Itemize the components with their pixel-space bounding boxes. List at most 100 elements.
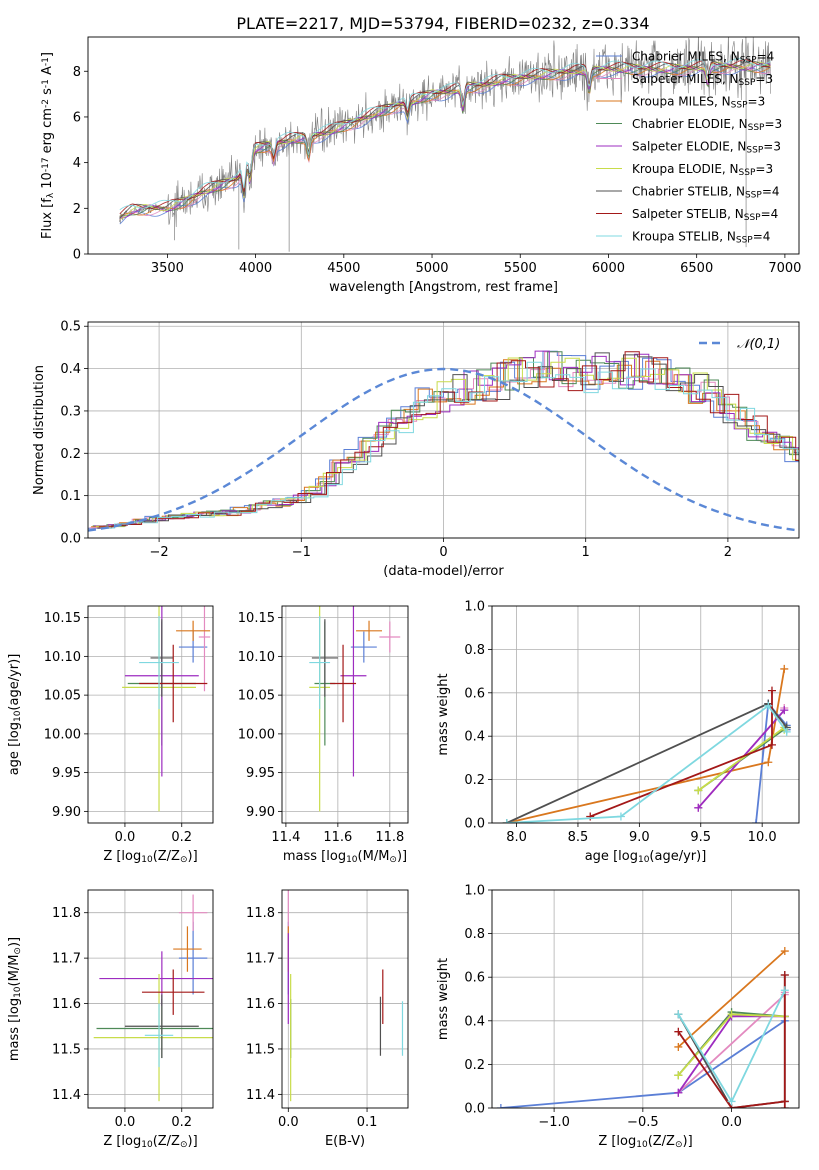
residual-histogram: [98, 351, 799, 528]
legend-label: Salpeter MILES, NSSP=3: [632, 72, 773, 88]
tick-label-y: 9.95: [246, 766, 275, 781]
tick-label-y: 10.10: [238, 650, 275, 665]
legend-label: Salpeter STELIB, NSSP=4: [632, 207, 778, 223]
label-fragment: (Z/Z: [153, 849, 180, 864]
weight-marker: [727, 1010, 736, 1019]
residual-histogram: [94, 350, 799, 527]
panel-spectrum: 3500 4000 4500 5000 5500 6000 6500 7000 0 2 4 6 8 wav…: [40, 36, 801, 295]
tick-label-x: 8.5: [568, 830, 589, 845]
tick-label-y: 0: [73, 248, 81, 263]
label-fragment: Chabrier MILES, N: [632, 50, 740, 64]
error-bar-point: [141, 969, 205, 1015]
label-fragment: mass weight: [436, 958, 451, 1040]
plot-area: [119, 37, 771, 252]
tick-label-y: 1.0: [464, 600, 485, 615]
tick-label-y: 0.6: [464, 971, 485, 986]
label-fragment: SSP: [748, 123, 765, 133]
weight-marker: [496, 1104, 505, 1108]
label-fragment: SSP: [739, 78, 756, 88]
tick-label-y: 4: [73, 156, 81, 171]
error-bar-point: [379, 621, 401, 653]
tick-label-y: 1.0: [464, 884, 485, 899]
tick-label-y: 10.00: [44, 727, 81, 742]
y-axis-label: mass weight: [436, 673, 451, 755]
plot-area: [287, 890, 404, 1102]
tick-label-x: 6500: [680, 261, 713, 276]
weight-marker: [586, 812, 595, 821]
weight-marker: [674, 1010, 683, 1019]
tick-label-y: 0.3: [60, 404, 81, 419]
label-fragment: )]: [188, 849, 198, 864]
panel-weight-age: 8.0 8.5 9.0 9.5 10.0 0.0 0.2 0.4 0.6 0.8 1.0 age [l…: [436, 600, 800, 865]
tick-label-y: 10.00: [238, 727, 275, 742]
weight-series-line: [677, 950, 786, 1048]
label-fragment: mass weight: [436, 673, 451, 755]
weight-series-line: [506, 704, 788, 823]
tick-label-y: 11.7: [52, 952, 81, 967]
label-fragment: Salpeter STELIB, N: [632, 207, 744, 221]
tick-label-x: 0.0: [278, 1115, 299, 1130]
residual-histogram: [100, 361, 799, 529]
label-fragment: -1: [41, 57, 51, 66]
tick-label-y: 0.2: [464, 1058, 485, 1073]
error-bar-point: [144, 1003, 174, 1068]
label-fragment: )]: [188, 1134, 198, 1149]
axes-frame: [87, 321, 800, 539]
tick-label-y: 0.0: [464, 817, 485, 832]
weight-marker: [502, 819, 511, 823]
label-fragment: erg cm: [40, 108, 55, 157]
residual-histogram: [97, 352, 799, 529]
tick-label-x: 0.0: [115, 1115, 136, 1130]
label-fragment: SSP: [739, 168, 756, 178]
label-fragment: =4: [753, 230, 771, 244]
tick-label-y: 11.8: [246, 906, 275, 921]
residual-histogram: [89, 351, 799, 529]
tick-label-y: 10.15: [238, 611, 275, 626]
weight-marker: [727, 1097, 736, 1106]
label-fragment: SSP: [736, 236, 753, 246]
tick-label-x: 0.0: [115, 830, 136, 845]
tick-label-y: 0.8: [464, 927, 485, 942]
label-fragment: 10: [13, 986, 23, 998]
tick-label-x: 4000: [239, 261, 272, 276]
label-fragment: mass [log: [283, 849, 346, 864]
tick-label-x: 1: [582, 545, 590, 560]
tick-label-y: 10.05: [238, 689, 275, 704]
legend-label: Chabrier STELIB, NSSP=4: [632, 185, 780, 201]
weight-marker: [780, 971, 789, 980]
label-fragment: -17: [41, 157, 51, 172]
label-fragment: 10: [40, 172, 55, 193]
x-axis-label: Z [log10(Z/Z⊙)]: [103, 1134, 197, 1150]
weight-marker: [764, 701, 773, 710]
tick-label-y: 11.4: [246, 1088, 275, 1103]
panel-weight-Z: −1.0 −0.5 0.0 0.0 0.2 0.4 0.6 0.8 1.0 Z [log10(Z/…: [436, 884, 800, 1150]
label-fragment: A: [40, 66, 55, 79]
axes-frame: [491, 605, 800, 824]
axes-frame: [87, 36, 800, 255]
tick-label-y: 0.5: [60, 320, 81, 335]
weight-marker: [674, 1042, 683, 1051]
tick-label-x: 6000: [592, 261, 625, 276]
tick-label-x: 0.0: [721, 1115, 742, 1130]
label-fragment: SSP: [744, 213, 761, 223]
label-fragment: 10: [141, 1140, 153, 1150]
weight-marker: [674, 1088, 683, 1097]
label-fragment: Chabrier ELODIE, N: [632, 117, 748, 131]
weight-marker: [674, 1071, 683, 1080]
plot-area: [88, 350, 799, 532]
label-fragment: (Z/Z: [153, 1134, 180, 1149]
weight-marker: [780, 664, 789, 673]
label-fragment: Flux [f: [40, 198, 55, 239]
label-fragment: age [log: [7, 722, 22, 775]
label-fragment: =4: [762, 185, 780, 199]
label-fragment: ⊙: [180, 1140, 188, 1150]
y-axis-label: mass [log10(M/M⊙)]: [7, 937, 23, 1061]
tick-label-y: 10.15: [44, 611, 81, 626]
label-fragment: =3: [764, 117, 782, 131]
label-fragment: =4: [761, 207, 779, 221]
tick-label-y: 0.1: [60, 489, 81, 504]
weight-marker: [767, 740, 776, 749]
label-fragment: (data-model)/error: [383, 564, 504, 579]
weight-marker: [694, 786, 703, 795]
error-bar-point: [340, 606, 367, 777]
